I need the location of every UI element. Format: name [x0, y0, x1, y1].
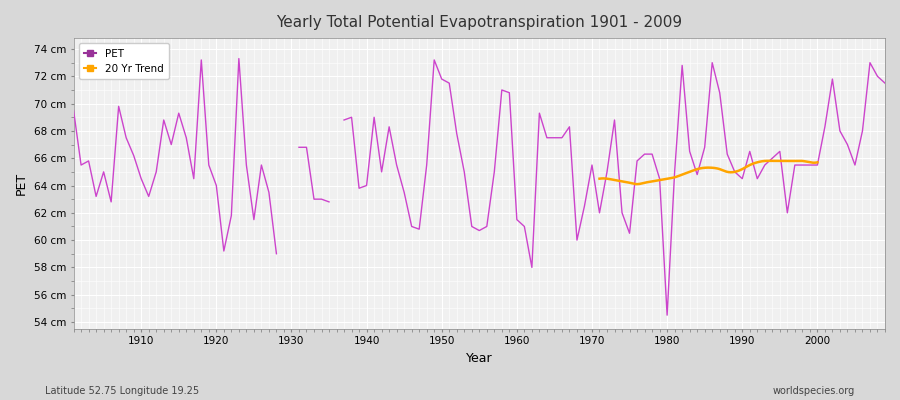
Text: Latitude 52.75 Longitude 19.25: Latitude 52.75 Longitude 19.25 [45, 386, 199, 396]
Text: worldspecies.org: worldspecies.org [773, 386, 855, 396]
Title: Yearly Total Potential Evapotranspiration 1901 - 2009: Yearly Total Potential Evapotranspiratio… [276, 15, 682, 30]
Y-axis label: PET: PET [15, 172, 28, 195]
X-axis label: Year: Year [466, 352, 492, 365]
Legend: PET, 20 Yr Trend: PET, 20 Yr Trend [79, 43, 169, 79]
